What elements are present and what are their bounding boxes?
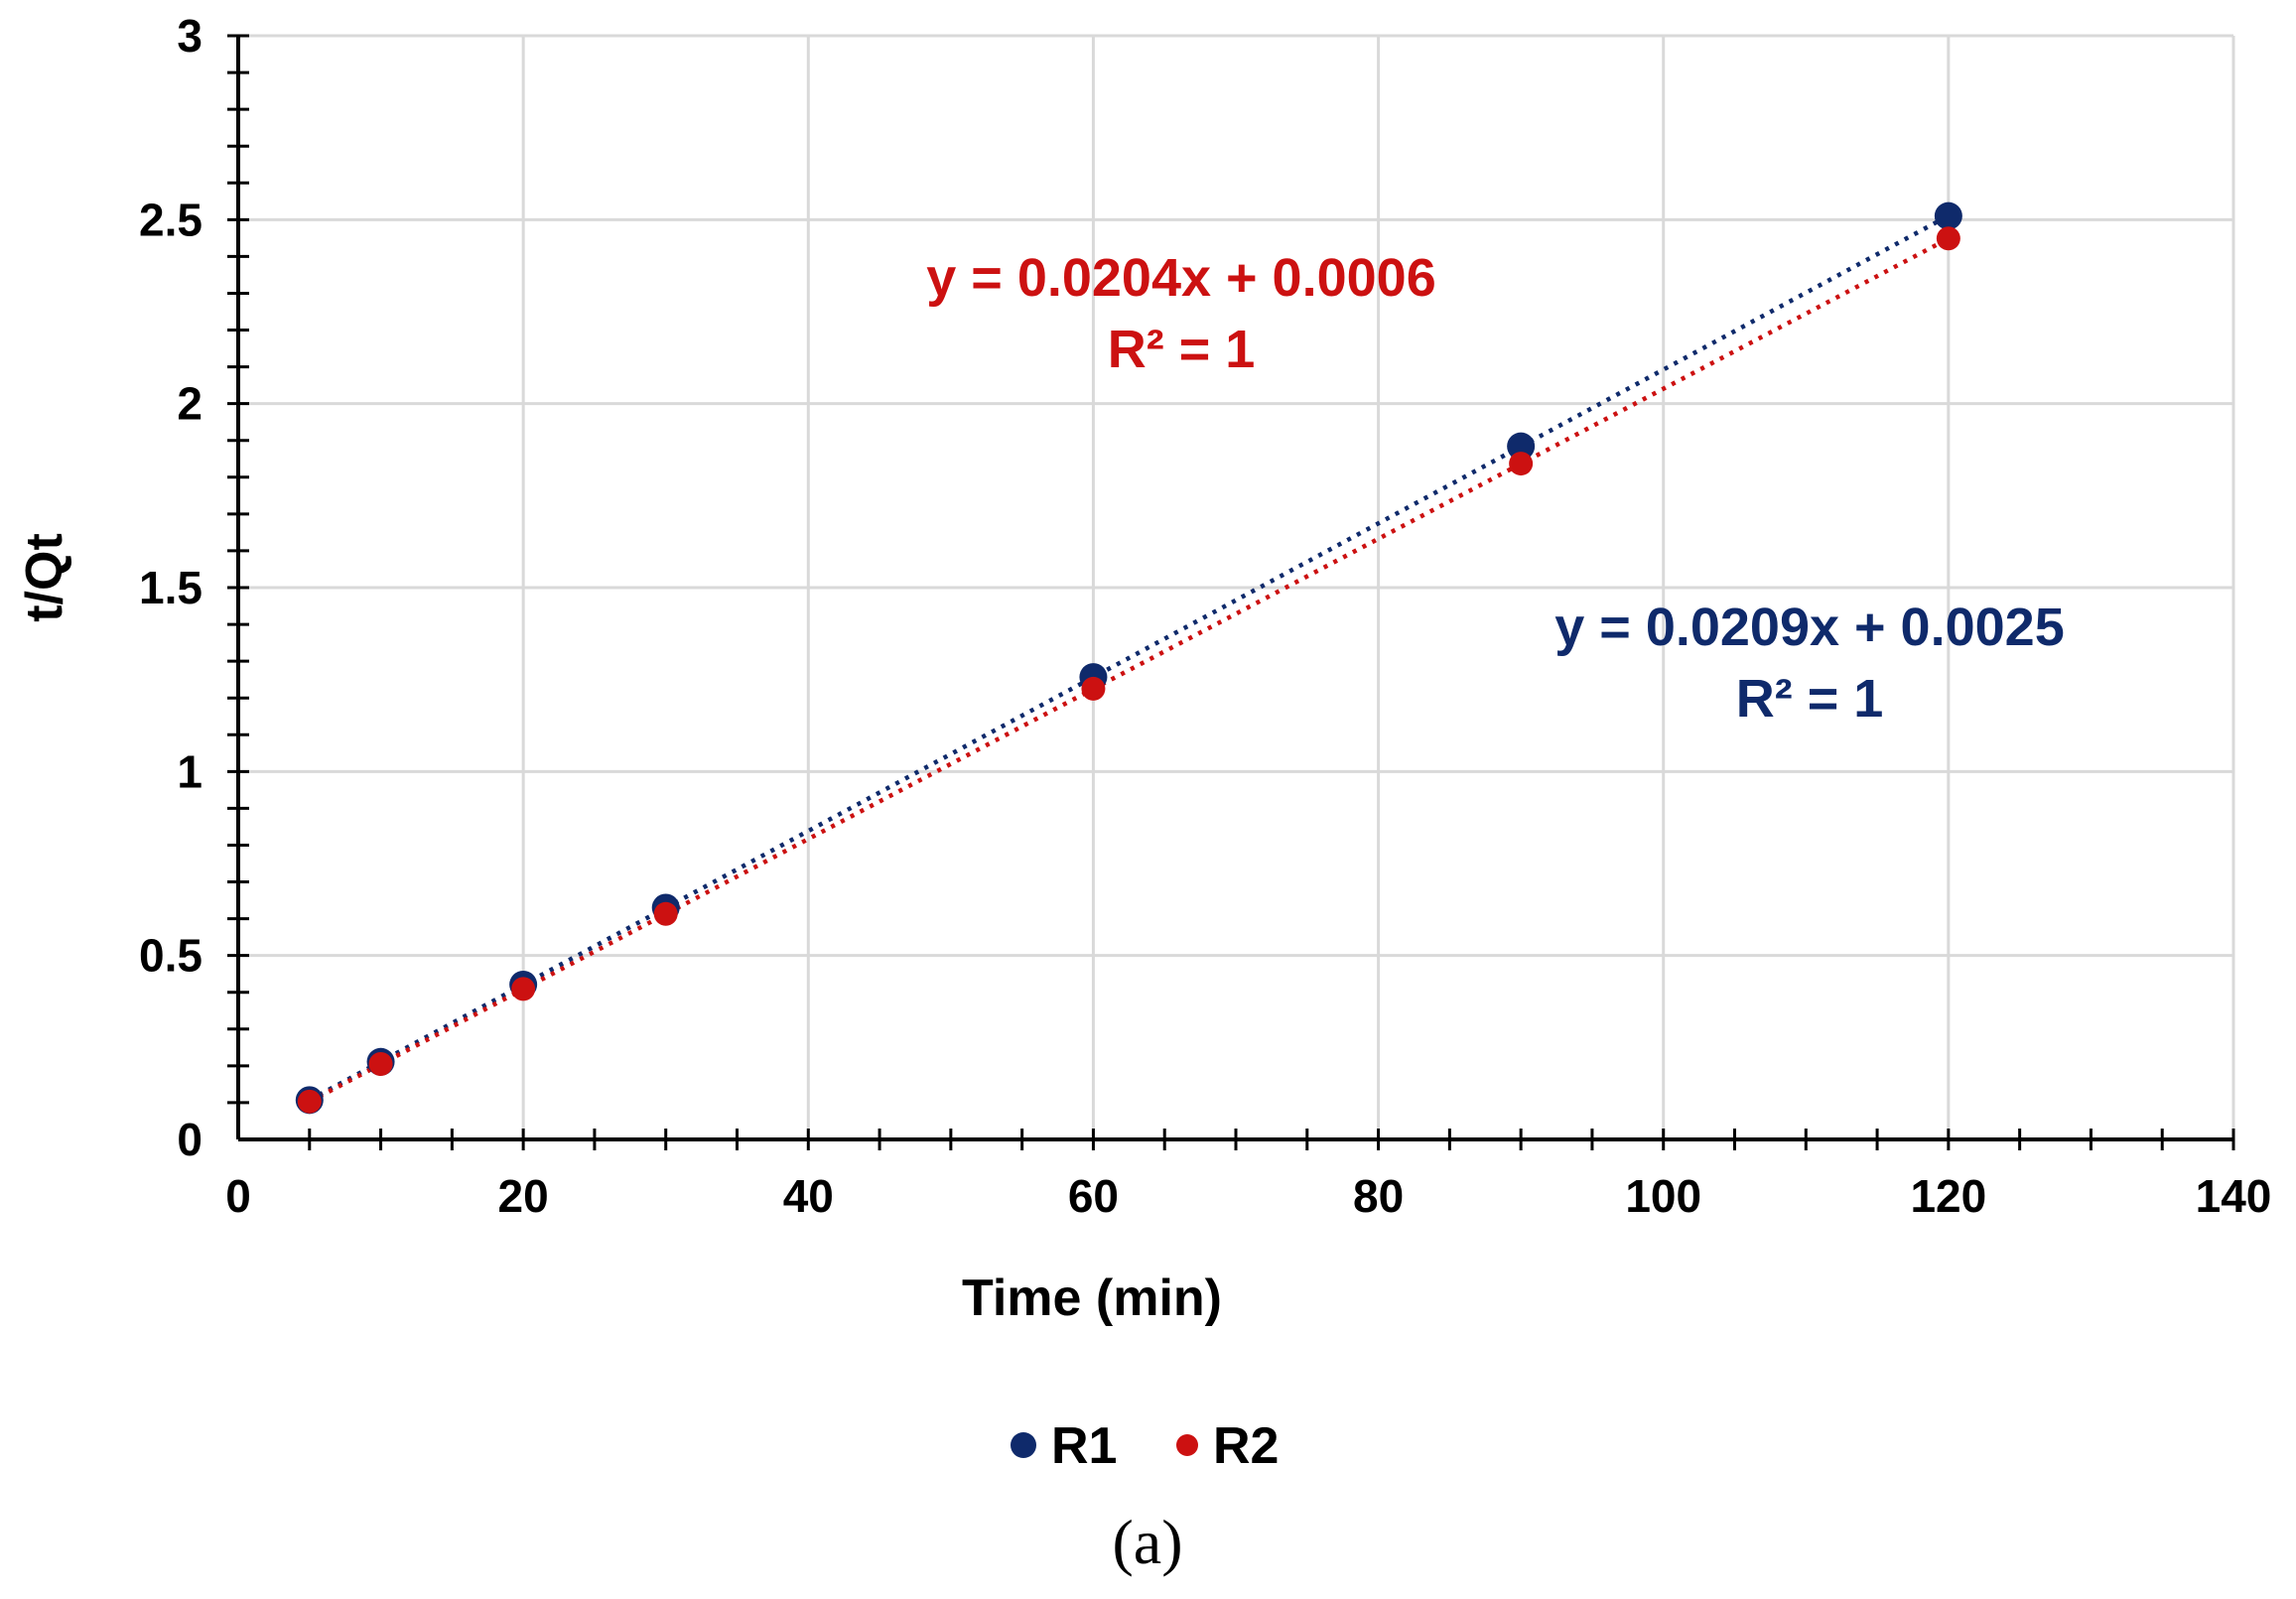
point-r2	[297, 1089, 322, 1114]
point-r2	[511, 977, 536, 1001]
legend-r2-label: R2	[1213, 1417, 1279, 1475]
x-tick-label: 60	[1068, 1170, 1119, 1222]
y-tick-label: 1.5	[139, 562, 203, 613]
trendline-r1	[308, 213, 1950, 1103]
legend-r1-label: R1	[1051, 1417, 1117, 1475]
trendline-r2	[308, 236, 1950, 1104]
r2-trendline-equation: y = 0.0204x + 0.0006	[926, 248, 1435, 308]
tick-labels: 0 20 40 60 80 100 120 140 0 0.5 1 1.5 2 2.5 3	[139, 10, 2271, 1222]
point-r2	[1509, 452, 1534, 476]
r2-trendline-r-squared: R² = 1	[1108, 320, 1256, 379]
y-tick-label: 3	[177, 10, 203, 62]
point-r1	[1934, 201, 1962, 230]
x-tick-label: 0	[225, 1170, 251, 1222]
figure-caption: (a)	[1112, 1507, 1182, 1577]
y-tick-label: 2	[177, 378, 203, 430]
point-r2	[368, 1052, 393, 1077]
y-tick-label: 2.5	[139, 194, 203, 245]
x-tick-label: 120	[1910, 1170, 1986, 1222]
r1-trendline-equation: y = 0.0209x + 0.0025	[1554, 598, 2064, 657]
x-tick-label: 140	[2196, 1170, 2272, 1222]
point-r2	[1081, 676, 1106, 701]
axes	[227, 34, 2235, 1150]
legend: R1 R2	[1011, 1417, 1279, 1475]
trendlines	[308, 213, 1950, 1104]
point-r1	[1507, 432, 1536, 461]
x-tick-label: 100	[1625, 1170, 1701, 1222]
y-axis-title: t/Qt	[16, 533, 73, 622]
r1-trendline-r-squared: R² = 1	[1736, 669, 1884, 729]
x-tick-label: 40	[783, 1170, 834, 1222]
legend-r1-marker	[1011, 1432, 1036, 1458]
data-points	[295, 201, 1962, 1115]
x-axis-title: Time (min)	[962, 1269, 1222, 1327]
grid	[238, 34, 2235, 1139]
x-tick-label: 20	[498, 1170, 549, 1222]
legend-r2-marker	[1176, 1434, 1198, 1456]
point-r2	[653, 901, 678, 926]
y-tick-label: 1	[177, 745, 203, 797]
y-tick-label: 0.5	[139, 930, 203, 982]
point-r2	[1936, 226, 1960, 251]
y-tick-label: 0	[177, 1114, 203, 1165]
x-tick-label: 80	[1353, 1170, 1404, 1222]
